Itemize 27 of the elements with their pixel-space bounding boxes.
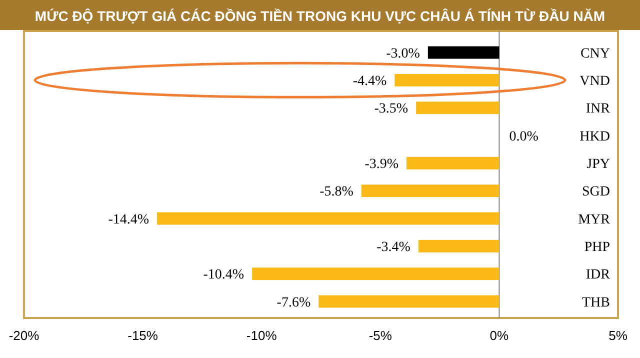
data-label: -3.0% (386, 46, 420, 62)
y-tick-label: VND (580, 74, 610, 90)
data-label: -3.9% (364, 157, 399, 172)
x-tick-label: -15% (128, 328, 158, 343)
y-tick-label: CNY (580, 46, 610, 62)
x-tick-label: -5% (368, 328, 392, 343)
y-tick-label: MYR (578, 212, 611, 228)
x-tick-label: 5% (608, 328, 628, 343)
chart-title: MỨC ĐỘ TRƯỢT GIÁ CÁC ĐỒNG TIỀN TRONG KHU VỰC CHÂU Á TÍNH TỪ ĐẦU NĂM (34, 8, 606, 24)
y-tick-label: SGD (582, 184, 610, 200)
y-tick-label: THB (582, 295, 610, 310)
x-tick-label: -20% (8, 328, 40, 343)
y-tick-label: IDR (586, 268, 611, 283)
data-label: -3.5% (374, 102, 408, 117)
data-label: -10.4% (203, 268, 244, 283)
data-label: -7.6% (276, 295, 311, 310)
data-label: -3.4% (376, 240, 411, 256)
data-label: -14.4% (108, 212, 150, 228)
data-label: -4.4% (352, 74, 387, 90)
y-tick-label: INR (586, 102, 611, 117)
y-tick-label: PHP (584, 240, 610, 256)
data-label: 0.0% (509, 129, 539, 144)
data-label: -5.8% (320, 184, 354, 200)
y-tick-label: HKD (580, 129, 610, 144)
y-tick-label: JPY (586, 157, 610, 172)
x-tick-label: 0% (490, 328, 510, 343)
x-tick-label: -10% (246, 328, 278, 343)
